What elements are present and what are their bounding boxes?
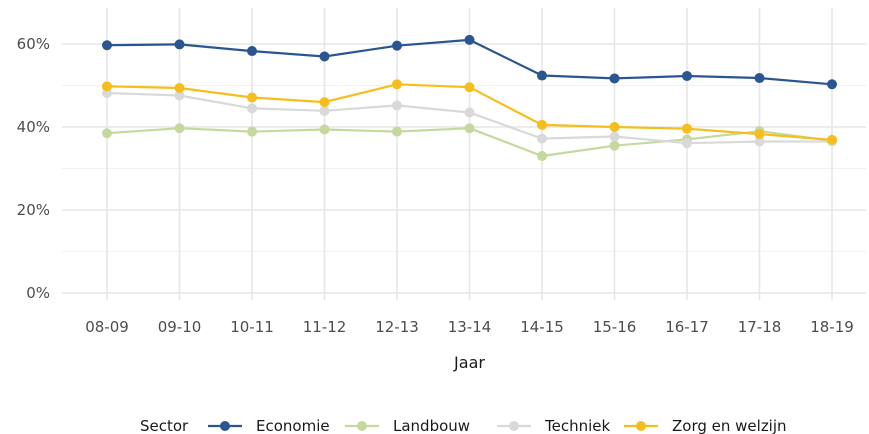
- data-point-economie: [609, 73, 620, 84]
- y-tick-label: 20%: [17, 201, 50, 219]
- data-point-economie: [392, 40, 402, 51]
- x-tick-label: 14-15: [520, 318, 564, 336]
- series-points: [102, 34, 837, 162]
- data-point-landbouw: [319, 124, 330, 135]
- data-point-economie: [102, 40, 112, 51]
- data-point-techniek: [464, 107, 475, 118]
- data-point-techniek: [319, 105, 330, 116]
- data-point-landbouw: [537, 151, 547, 162]
- data-point-techniek: [682, 138, 692, 149]
- data-point-landbouw: [392, 126, 402, 137]
- y-axis-tick-labels: 0% 20% 40% 60%: [17, 35, 50, 302]
- data-point-zorg-en-welzijn: [174, 82, 185, 93]
- data-point-techniek: [174, 90, 185, 101]
- data-point-techniek: [754, 136, 765, 147]
- data-point-zorg-en-welzijn: [827, 134, 837, 145]
- x-tick-label: 15-16: [593, 318, 637, 336]
- data-point-zorg-en-welzijn: [102, 81, 112, 92]
- x-tick-label: 17-18: [738, 318, 782, 336]
- data-point-zorg-en-welzijn: [609, 122, 620, 132]
- legend-key-point-landbouw: [357, 421, 367, 431]
- data-point-techniek: [609, 131, 620, 142]
- data-point-landbouw: [609, 140, 620, 151]
- data-point-economie: [682, 70, 692, 81]
- legend-key-point-zorg-en-welzijn: [636, 421, 646, 431]
- x-tick-label: 08-09: [85, 318, 129, 336]
- data-point-economie: [827, 79, 837, 90]
- y-tick-label: 40%: [17, 118, 50, 136]
- data-point-economie: [754, 73, 765, 84]
- legend: Sector Economie Landbouw Techniek Zorg en w…: [140, 417, 787, 434]
- data-point-techniek: [537, 133, 547, 144]
- data-point-economie: [464, 34, 475, 45]
- data-point-landbouw: [464, 123, 475, 134]
- grid-lines: [62, 8, 866, 300]
- x-tick-label: 18-19: [810, 318, 854, 336]
- y-tick-label: 0%: [26, 284, 50, 302]
- legend-label-landbouw: Landbouw: [393, 417, 470, 434]
- data-point-zorg-en-welzijn: [537, 119, 547, 130]
- data-point-landbouw: [174, 123, 185, 134]
- y-tick-label: 60%: [17, 35, 50, 53]
- data-point-techniek: [247, 103, 257, 114]
- x-tick-label: 13-14: [448, 318, 492, 336]
- data-point-techniek: [392, 100, 402, 111]
- x-tick-label: 10-11: [230, 318, 274, 336]
- x-axis-title: Jaar: [453, 353, 485, 372]
- data-point-economie: [319, 51, 330, 62]
- legend-label-zorg-en-welzijn: Zorg en welzijn: [672, 417, 787, 434]
- x-tick-label: 12-13: [375, 318, 419, 336]
- legend-key-point-economie: [220, 421, 230, 431]
- data-point-economie: [247, 46, 257, 57]
- legend-key-point-techniek: [509, 421, 519, 431]
- data-point-zorg-en-welzijn: [319, 97, 330, 108]
- data-point-landbouw: [102, 128, 112, 139]
- legend-label-techniek: Techniek: [544, 417, 610, 434]
- data-point-zorg-en-welzijn: [682, 123, 692, 134]
- x-tick-label: 11-12: [303, 318, 347, 336]
- data-point-zorg-en-welzijn: [247, 92, 257, 103]
- x-tick-label: 09-10: [158, 318, 202, 336]
- legend-label-economie: Economie: [256, 417, 330, 434]
- x-axis-tick-labels: 08-09 09-10 10-11 11-12 12-13 13-14 14-15 15-16…: [85, 318, 854, 336]
- data-point-economie: [174, 39, 185, 50]
- legend-title: Sector: [140, 417, 189, 434]
- data-point-zorg-en-welzijn: [754, 129, 765, 140]
- x-tick-label: 16-17: [665, 318, 709, 336]
- data-point-economie: [537, 70, 547, 81]
- data-point-zorg-en-welzijn: [392, 79, 402, 90]
- data-point-landbouw: [247, 126, 257, 137]
- data-point-zorg-en-welzijn: [464, 82, 475, 93]
